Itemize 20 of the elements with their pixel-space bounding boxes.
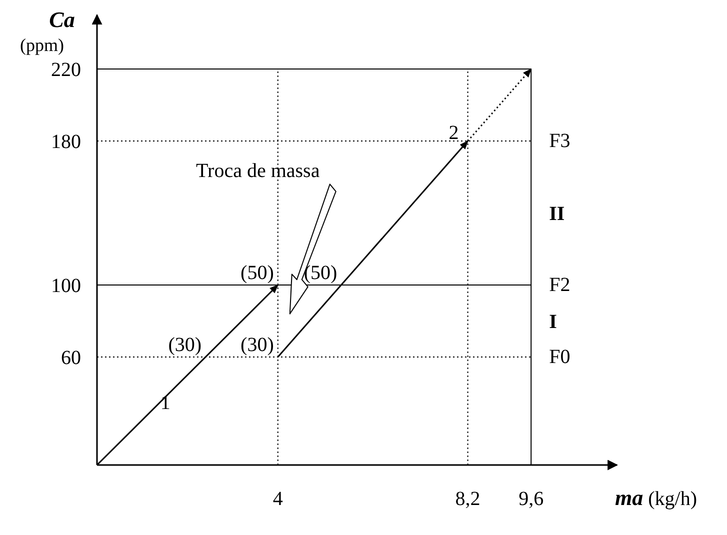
ref-line-label: F0 — [549, 346, 570, 368]
y-tick-label: 100 — [51, 275, 81, 297]
y-tick-label: 220 — [51, 59, 81, 81]
y-tick-label: 60 — [61, 347, 81, 369]
x-tick-label: 4 — [272, 488, 283, 510]
series-label: 2 — [448, 122, 459, 144]
y-axis-title: Ca (ppm) — [20, 7, 75, 55]
annotation: (50) — [240, 262, 274, 284]
annotation: II — [549, 203, 565, 225]
annotation: (30) — [240, 334, 274, 356]
annotation: (30) — [168, 334, 202, 356]
ref-line-label: F2 — [549, 274, 570, 296]
ref-line-label: F3 — [549, 130, 570, 152]
y-tick-label: 180 — [51, 131, 81, 153]
x-tick-label: 8,2 — [455, 488, 480, 510]
annotation: Troca de massa — [196, 160, 320, 182]
annotation: (50) — [304, 262, 338, 284]
annotation: I — [549, 311, 558, 333]
x-axis-title: ma (kg/h) — [615, 485, 698, 510]
x-tick-label: 9,6 — [518, 488, 544, 510]
